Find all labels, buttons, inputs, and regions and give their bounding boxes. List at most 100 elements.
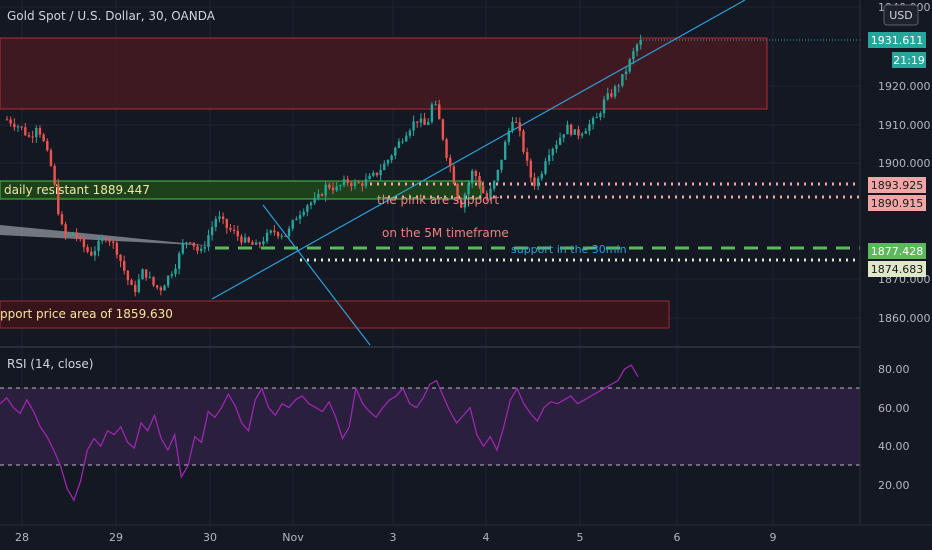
candle-body bbox=[324, 184, 327, 196]
candle-body bbox=[405, 135, 408, 142]
price-tick: 1900.000 bbox=[878, 157, 931, 170]
candle-body bbox=[236, 230, 239, 237]
candle-body bbox=[401, 141, 404, 143]
candle-body bbox=[64, 224, 67, 236]
candle-body bbox=[522, 130, 525, 152]
green-tag-1877-label: 1877.428 bbox=[871, 245, 924, 258]
candle-body bbox=[613, 86, 617, 97]
candle-body bbox=[207, 235, 210, 247]
candle-body bbox=[624, 71, 628, 75]
candle-body bbox=[57, 184, 60, 215]
ascending-trendline[interactable] bbox=[211, 0, 746, 300]
time-tick: 30 bbox=[203, 531, 217, 544]
candle-body bbox=[492, 180, 496, 189]
candle-body bbox=[383, 163, 386, 171]
time-tick: 6 bbox=[674, 531, 681, 544]
time-tick: 4 bbox=[483, 531, 490, 544]
candle-body bbox=[68, 235, 71, 237]
rsi-tick: 40.00 bbox=[878, 440, 910, 453]
candle-body bbox=[148, 276, 152, 278]
candle-body bbox=[302, 211, 305, 216]
descending-trendline[interactable] bbox=[262, 204, 371, 346]
candle-body bbox=[342, 179, 346, 186]
candle-body bbox=[372, 172, 375, 176]
price-tags[interactable]: 1931.611 21:19 1893.925 1890.915 1877.42… bbox=[868, 32, 926, 277]
candle-body bbox=[632, 51, 635, 60]
rsi-label: RSI (14, close) bbox=[7, 357, 93, 371]
candle-body bbox=[481, 186, 485, 194]
candle-body bbox=[273, 230, 276, 233]
candle-body bbox=[346, 179, 349, 183]
candle-body bbox=[375, 172, 379, 176]
candle-body bbox=[397, 141, 401, 148]
candle-body bbox=[9, 119, 12, 124]
candle-body bbox=[536, 178, 540, 187]
candle-body bbox=[489, 188, 492, 200]
candle-body bbox=[547, 155, 551, 162]
candle-body bbox=[309, 202, 313, 206]
candle-body bbox=[192, 242, 196, 247]
candle-body bbox=[606, 93, 609, 100]
candle-body bbox=[357, 182, 360, 184]
timeframe-label: on the 5M timeframe bbox=[382, 226, 509, 240]
candle-body bbox=[320, 194, 324, 196]
grey-wedge[interactable] bbox=[0, 225, 214, 246]
candle-body bbox=[287, 228, 291, 237]
candle-body bbox=[42, 134, 45, 142]
support-price-box[interactable] bbox=[0, 300, 670, 329]
candle-body bbox=[434, 104, 437, 106]
candle-body bbox=[218, 216, 221, 219]
candle-body bbox=[471, 170, 474, 184]
candle-body bbox=[617, 85, 620, 87]
candle-body bbox=[588, 124, 591, 132]
candle-body bbox=[49, 150, 53, 166]
candle-body bbox=[298, 215, 302, 219]
candle-body bbox=[13, 123, 16, 128]
price-tick: 1910.000 bbox=[878, 119, 931, 132]
rsi-tick: 20.00 bbox=[878, 479, 910, 492]
candle-body bbox=[137, 279, 141, 293]
time-tick: 9 bbox=[770, 531, 777, 544]
candle-body bbox=[53, 165, 56, 185]
candle-body bbox=[174, 268, 177, 275]
pink-support-label: the pink are support bbox=[377, 193, 499, 207]
candle-body bbox=[478, 175, 481, 187]
candles[interactable] bbox=[5, 34, 642, 297]
candle-body bbox=[71, 232, 75, 236]
candle-body bbox=[93, 250, 97, 256]
candle-body bbox=[97, 240, 100, 251]
candle-body bbox=[500, 159, 503, 170]
candle-body bbox=[474, 170, 478, 176]
candle-body bbox=[525, 151, 529, 161]
rsi-tick: 80.00 bbox=[878, 363, 910, 376]
candle-body bbox=[518, 122, 522, 131]
daily-resistant-box[interactable] bbox=[0, 180, 482, 200]
pink-tag-1893-label: 1893.925 bbox=[871, 179, 924, 192]
price-tick: 1860.000 bbox=[878, 312, 931, 325]
candle-body bbox=[112, 241, 115, 243]
candle-body bbox=[280, 235, 283, 237]
resistance-zone[interactable] bbox=[0, 37, 768, 110]
rsi-line[interactable] bbox=[0, 364, 639, 502]
candle-body bbox=[635, 44, 639, 52]
currency-badge[interactable] bbox=[883, 4, 919, 26]
candle-body bbox=[485, 193, 489, 200]
candle-body bbox=[445, 139, 448, 158]
candle-body bbox=[141, 269, 144, 280]
candle-body bbox=[5, 119, 9, 121]
candle-body bbox=[364, 179, 368, 186]
time-axis[interactable] bbox=[0, 525, 932, 550]
candle-body bbox=[639, 39, 642, 45]
candle-body bbox=[31, 136, 34, 138]
time-tick: 5 bbox=[577, 531, 584, 544]
rsi-tick: 60.00 bbox=[878, 402, 910, 415]
countdown-tag bbox=[892, 52, 926, 68]
candle-body bbox=[317, 194, 320, 198]
cream-tag-1874 bbox=[868, 261, 926, 277]
candle-body bbox=[196, 246, 199, 251]
candle-body bbox=[353, 182, 357, 187]
candle-body bbox=[152, 276, 155, 286]
support-30min-label: support in the 30min bbox=[511, 243, 627, 256]
candle-body bbox=[621, 74, 624, 86]
